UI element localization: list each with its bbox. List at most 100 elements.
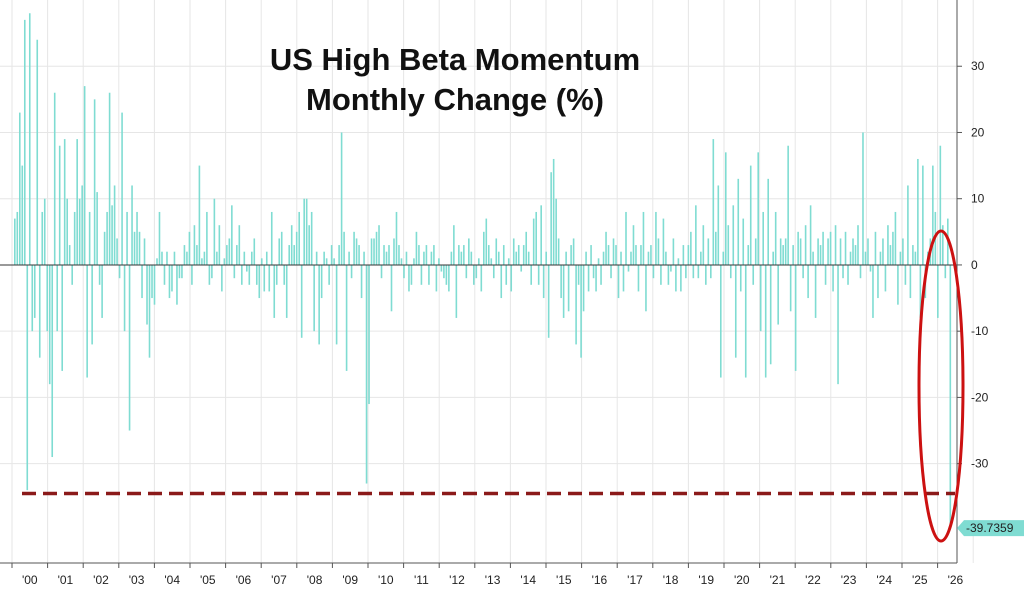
bar — [595, 264, 597, 292]
bar — [897, 264, 899, 305]
bar — [53, 92, 56, 265]
x-tick-label: '10 — [378, 573, 394, 587]
bar — [597, 258, 600, 265]
bar — [872, 264, 874, 318]
last-value-label: -39.7359 — [966, 521, 1014, 535]
bar — [732, 205, 735, 265]
bar — [48, 264, 51, 385]
bar — [792, 245, 794, 265]
bar — [727, 225, 730, 265]
bar — [138, 231, 141, 265]
bar — [560, 264, 562, 299]
bar — [630, 251, 632, 265]
bar — [939, 145, 942, 265]
bar — [278, 238, 281, 265]
bar — [173, 251, 176, 265]
bar — [260, 258, 263, 265]
bar — [645, 264, 647, 312]
bar — [620, 251, 622, 265]
bar — [435, 264, 438, 292]
x-tick-label: '16 — [592, 573, 608, 587]
y-tick-label: 10 — [971, 192, 985, 206]
chart-title-line-2: Monthly Change (%) — [306, 82, 604, 117]
bar — [83, 86, 86, 265]
bar — [670, 264, 672, 272]
bar — [400, 258, 403, 265]
bar — [662, 218, 665, 265]
bar — [191, 264, 193, 285]
bar — [515, 251, 518, 265]
bar — [550, 172, 552, 265]
bar — [637, 264, 640, 292]
bar — [248, 264, 251, 285]
bar — [370, 238, 373, 265]
bar — [206, 211, 208, 265]
bar — [320, 264, 323, 299]
bar — [767, 178, 769, 265]
bar — [385, 251, 388, 265]
bar — [532, 218, 535, 265]
bar — [478, 258, 480, 265]
bar — [310, 211, 313, 265]
bar — [181, 264, 183, 279]
bar — [884, 264, 887, 292]
bar — [88, 211, 91, 265]
bar — [650, 245, 652, 265]
bar — [859, 264, 862, 279]
bar — [672, 238, 675, 265]
bar — [809, 205, 812, 265]
bar — [158, 211, 161, 265]
bar — [739, 264, 742, 292]
bar — [151, 264, 153, 299]
bar — [710, 264, 712, 279]
bar — [238, 225, 241, 265]
bar — [440, 264, 443, 272]
y-tick-label: -10 — [971, 324, 989, 338]
x-tick-label: '11 — [414, 573, 429, 587]
bar — [632, 225, 635, 265]
bar — [655, 211, 657, 265]
bar — [285, 264, 288, 318]
bar — [43, 198, 46, 265]
bar — [590, 245, 592, 265]
bar — [552, 158, 555, 265]
bar — [557, 238, 560, 265]
bar — [565, 251, 567, 265]
bar — [425, 245, 428, 265]
y-tick-label: -30 — [971, 457, 989, 471]
plot-background — [0, 0, 957, 563]
bar — [807, 264, 809, 299]
bar — [547, 264, 550, 338]
bar — [729, 264, 732, 279]
bar — [101, 264, 103, 318]
bar — [722, 251, 725, 265]
bar — [415, 231, 418, 265]
bar — [378, 225, 380, 265]
bar — [298, 211, 300, 265]
bar — [642, 211, 645, 265]
bar — [33, 264, 36, 318]
bar — [854, 245, 857, 265]
bar — [774, 211, 777, 265]
bar — [413, 258, 415, 265]
bar — [273, 264, 276, 318]
x-tick-label: '17 — [627, 573, 643, 587]
bar — [592, 264, 595, 279]
bar — [23, 19, 26, 265]
x-tick-label: '14 — [520, 573, 536, 587]
x-tick-label: '06 — [236, 573, 252, 587]
bar — [480, 264, 483, 292]
bar — [917, 158, 919, 265]
x-tick-label: '23 — [841, 573, 857, 587]
bar — [627, 264, 630, 272]
bar — [707, 238, 710, 265]
bar — [338, 245, 340, 265]
bar — [380, 264, 383, 279]
bar — [161, 251, 163, 265]
bar — [460, 251, 463, 265]
bar — [218, 225, 221, 265]
bar — [118, 264, 121, 279]
bar — [226, 245, 228, 265]
bar — [26, 264, 29, 491]
bar — [804, 225, 807, 265]
